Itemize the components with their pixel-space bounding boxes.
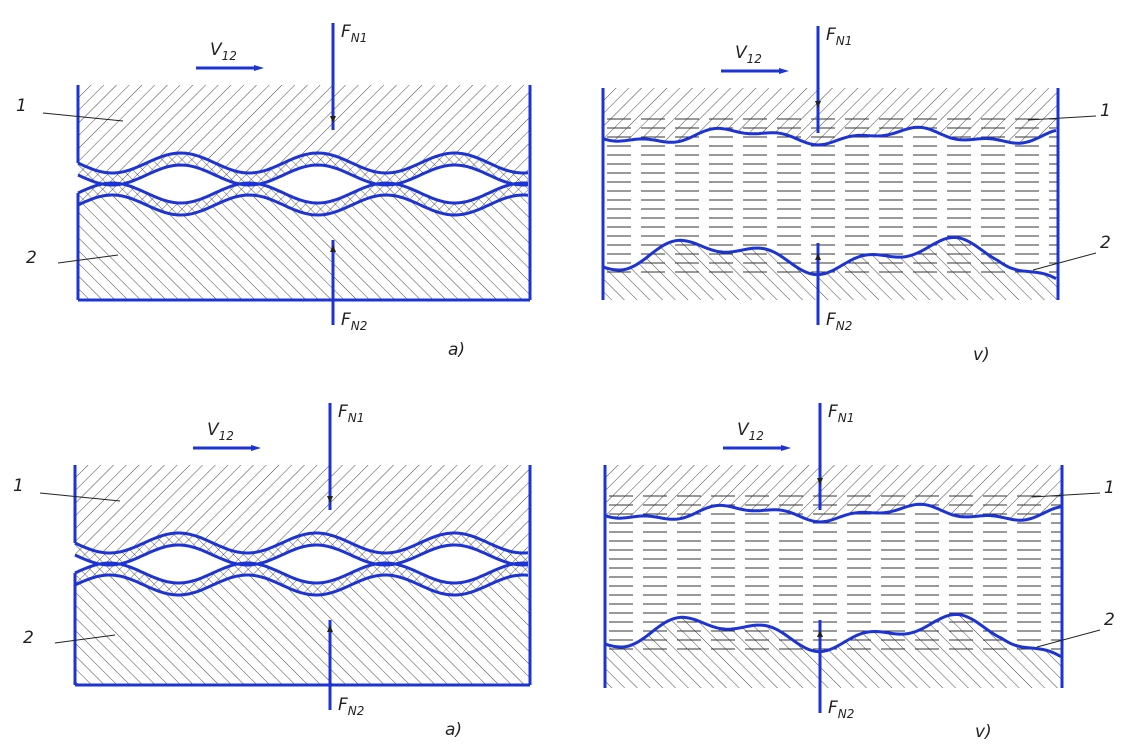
arrowhead xyxy=(779,68,789,74)
force-upper-label: FN1 xyxy=(828,402,854,425)
caption: a) xyxy=(448,340,465,360)
leader xyxy=(39,492,121,502)
velocity-label: V12 xyxy=(210,40,237,63)
upper-body xyxy=(78,85,530,173)
force-lower-label-subscript: N2 xyxy=(348,704,365,718)
force-upper-label: FN1 xyxy=(338,402,364,425)
velocity-label: V12 xyxy=(735,43,762,66)
arrowhead xyxy=(330,245,336,252)
surface xyxy=(604,502,1062,524)
leader xyxy=(1036,629,1101,648)
arrowhead xyxy=(327,625,333,632)
velocity-label: V12 xyxy=(737,420,764,443)
velocity-label-symbol: V xyxy=(207,420,220,440)
surface xyxy=(77,163,529,187)
lower-body xyxy=(603,237,1058,300)
surface xyxy=(74,543,529,567)
force-lower-label-subscript: N2 xyxy=(351,319,368,333)
arrowhead xyxy=(815,253,821,260)
leader xyxy=(1032,252,1097,271)
velocity-label-symbol: V xyxy=(735,43,748,63)
force-lower-label-symbol: F xyxy=(341,310,351,330)
arrowhead xyxy=(254,65,264,71)
leader xyxy=(54,634,116,644)
force-upper-label-symbol: F xyxy=(828,402,838,422)
velocity-label-subscript: 12 xyxy=(747,52,762,66)
leader xyxy=(1027,115,1097,121)
arrowhead xyxy=(817,630,823,637)
force-lower-label: FN2 xyxy=(826,310,852,333)
arrowhead xyxy=(817,478,823,485)
force-lower-label-subscript: N2 xyxy=(836,319,853,333)
force-upper-label: FN1 xyxy=(341,22,367,45)
surface xyxy=(74,531,529,555)
force-upper-label-subscript: N1 xyxy=(836,34,853,48)
force-lower-label: FN2 xyxy=(341,310,367,333)
velocity-label-symbol: V xyxy=(210,40,223,60)
label-1: 1 xyxy=(16,96,27,116)
force-lower-label-symbol: F xyxy=(828,698,838,718)
force-upper-label-symbol: F xyxy=(826,25,836,45)
caption: v) xyxy=(975,722,992,742)
force-lower-label-symbol: F xyxy=(338,695,348,715)
label-2: 2 xyxy=(23,628,34,648)
label-2: 2 xyxy=(26,248,37,268)
upper-body xyxy=(605,465,1062,522)
velocity-label-subscript: 12 xyxy=(219,429,234,443)
force-upper-label-symbol: F xyxy=(341,22,351,42)
label-2: 2 xyxy=(1100,233,1111,253)
velocity-label-symbol: V xyxy=(737,420,750,440)
surface xyxy=(602,125,1057,147)
leader xyxy=(42,112,124,122)
lower-body xyxy=(75,575,530,685)
force-lower-label-subscript: N2 xyxy=(838,707,855,721)
label-2: 2 xyxy=(1104,610,1115,630)
surface xyxy=(77,193,529,217)
label-1: 1 xyxy=(1104,478,1115,498)
force-lower-label: FN2 xyxy=(828,698,854,721)
force-upper-label-subscript: N1 xyxy=(838,411,855,425)
surface xyxy=(604,612,1062,658)
leader xyxy=(1031,492,1101,498)
arrowhead xyxy=(781,445,791,451)
arrowhead xyxy=(815,101,821,108)
force-lower-label-symbol: F xyxy=(826,310,836,330)
force-upper-label-subscript: N1 xyxy=(351,31,368,45)
force-upper-label-subscript: N1 xyxy=(348,411,365,425)
label-1: 1 xyxy=(13,476,24,496)
lower-body xyxy=(78,195,530,300)
velocity-label-subscript: 12 xyxy=(749,429,764,443)
leader xyxy=(57,254,119,264)
force-upper-label-symbol: F xyxy=(338,402,348,422)
force-lower-label: FN2 xyxy=(338,695,364,718)
force-upper-label: FN1 xyxy=(826,25,852,48)
velocity-label: V12 xyxy=(207,420,234,443)
arrowhead xyxy=(327,496,333,503)
surface xyxy=(74,561,529,585)
surface xyxy=(74,573,529,597)
upper-body xyxy=(603,88,1058,145)
surface xyxy=(602,235,1057,280)
surface xyxy=(77,181,529,205)
caption: v) xyxy=(973,345,990,365)
surface xyxy=(77,151,529,175)
arrowhead xyxy=(330,116,336,123)
velocity-label-subscript: 12 xyxy=(222,49,237,63)
lower-body xyxy=(605,614,1062,688)
label-1: 1 xyxy=(1100,101,1111,121)
arrowhead xyxy=(251,445,261,451)
upper-body xyxy=(75,465,530,553)
caption: a) xyxy=(445,720,462,740)
